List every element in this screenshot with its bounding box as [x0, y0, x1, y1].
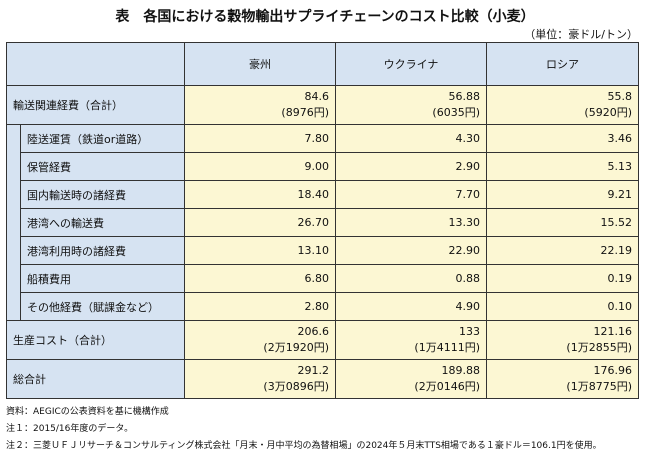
row-label: 総合計: [6, 359, 185, 399]
row-label: 陸送運賃（鉄道or道路）: [20, 124, 185, 153]
col-header-ukraine: ウクライナ: [335, 42, 487, 86]
footnotes: 資料：AEGICの公表資料を基に機構作成 注１：2015/16年度のデータ。 注…: [6, 404, 602, 455]
col-header-australia: 豪州: [184, 42, 336, 86]
row-label: 生産コスト（合計）: [6, 320, 185, 360]
cell-russia: 121.16 (1万2855円): [486, 320, 639, 360]
cell-australia: 291.2 (3万0896円): [184, 359, 336, 399]
cell-ukraine: 4.90: [335, 292, 487, 321]
table-row-grand-total: 総合計 291.2 (3万0896円) 189.88 (2万0146円) 176.9…: [6, 359, 639, 399]
cell-australia: 2.80: [184, 292, 336, 321]
cell-russia: 22.19: [486, 236, 639, 265]
cell-ukraine: 133 (1万4111円): [335, 320, 487, 360]
cell-ukraine: 0.88: [335, 264, 487, 293]
cell-russia: 0.10: [486, 292, 639, 321]
cell-russia: 55.8 (5920円): [486, 85, 639, 125]
cell-ukraine: 2.90: [335, 152, 487, 181]
row-label: 船積費用: [20, 264, 185, 293]
table-row-other-costs: その他経費（賦課金など） 2.80 4.90 0.10: [7, 292, 639, 321]
cell-ukraine: 56.88 (6035円): [335, 85, 487, 125]
source-note: 資料：AEGICの公表資料を基に機構作成: [6, 407, 169, 417]
row-label: 保管経費: [20, 152, 185, 181]
unit-note: （単位：豪ドル/トン）: [524, 28, 638, 41]
cost-comparison-table: 豪州 ウクライナ ロシア 輸送関連経費（合計） 84.6 (8976円) 56.8…: [6, 42, 639, 399]
table-title: 表 各国における穀物輸出サプライチェーンのコスト比較（小麦）: [115, 9, 535, 25]
cell-australia: 7.80: [184, 124, 336, 153]
row-label: 港湾への輸送費: [20, 208, 185, 237]
cell-australia: 9.00: [184, 152, 336, 181]
cell-ukraine: 189.88 (2万0146円): [335, 359, 487, 399]
col-header-russia: ロシア: [486, 42, 639, 86]
cell-australia: 206.6 (2万1920円): [184, 320, 336, 360]
table-row-port-transport: 港湾への輸送費 26.70 13.30 15.52: [7, 208, 639, 237]
cell-ukraine: 7.70: [335, 180, 487, 209]
row-label: 港湾利用時の諸経費: [20, 236, 185, 265]
table-row-port-usage-misc: 港湾利用時の諸経費 13.10 22.90 22.19: [7, 236, 639, 265]
table-row-production-total: 生産コスト（合計） 206.6 (2万1920円) 133 (1万4111円) 12…: [6, 320, 639, 360]
header-row: 豪州 ウクライナ ロシア: [6, 42, 639, 86]
cell-ukraine: 22.90: [335, 236, 487, 265]
table-row-storage: 保管経費 9.00 2.90 5.13: [7, 152, 639, 181]
header-corner: [6, 42, 185, 86]
indent-spacer: [6, 124, 21, 321]
cell-ukraine: 4.30: [335, 124, 487, 153]
cell-russia: 0.19: [486, 264, 639, 293]
row-label: その他経費（賦課金など）: [20, 292, 185, 321]
cell-australia: 18.40: [184, 180, 336, 209]
table-row-inland-freight: 陸送運賃（鉄道or道路） 7.80 4.30 3.46: [6, 124, 639, 321]
note-1: 注１：2015/16年度のデータ。: [6, 424, 134, 434]
table-row-shipping-loading: 船積費用 6.80 0.88 0.19: [7, 264, 639, 293]
cell-australia: 6.80: [184, 264, 336, 293]
row-label: 輸送関連経費（合計）: [6, 85, 185, 125]
cell-australia: 84.6 (8976円): [184, 85, 336, 125]
cell-russia: 3.46: [486, 124, 639, 153]
cell-australia: 26.70: [184, 208, 336, 237]
cell-russia: 9.21: [486, 180, 639, 209]
cell-australia: 13.10: [184, 236, 336, 265]
table-row-transport-total: 輸送関連経費（合計） 84.6 (8976円) 56.88 (6035円) 55.8…: [6, 85, 639, 125]
cell-ukraine: 13.30: [335, 208, 487, 237]
note-2: 注２：三菱ＵＦＪリサーチ＆コンサルティング株式会社「月末・月中平均の為替相場」の…: [6, 441, 602, 451]
row-label: 国内輸送時の諸経費: [20, 180, 185, 209]
cell-russia: 176.96 (1万8775円): [486, 359, 639, 399]
cell-russia: 5.13: [486, 152, 639, 181]
table-row-domestic-transport-misc: 国内輸送時の諸経費 18.40 7.70 9.21: [7, 180, 639, 209]
cell-russia: 15.52: [486, 208, 639, 237]
